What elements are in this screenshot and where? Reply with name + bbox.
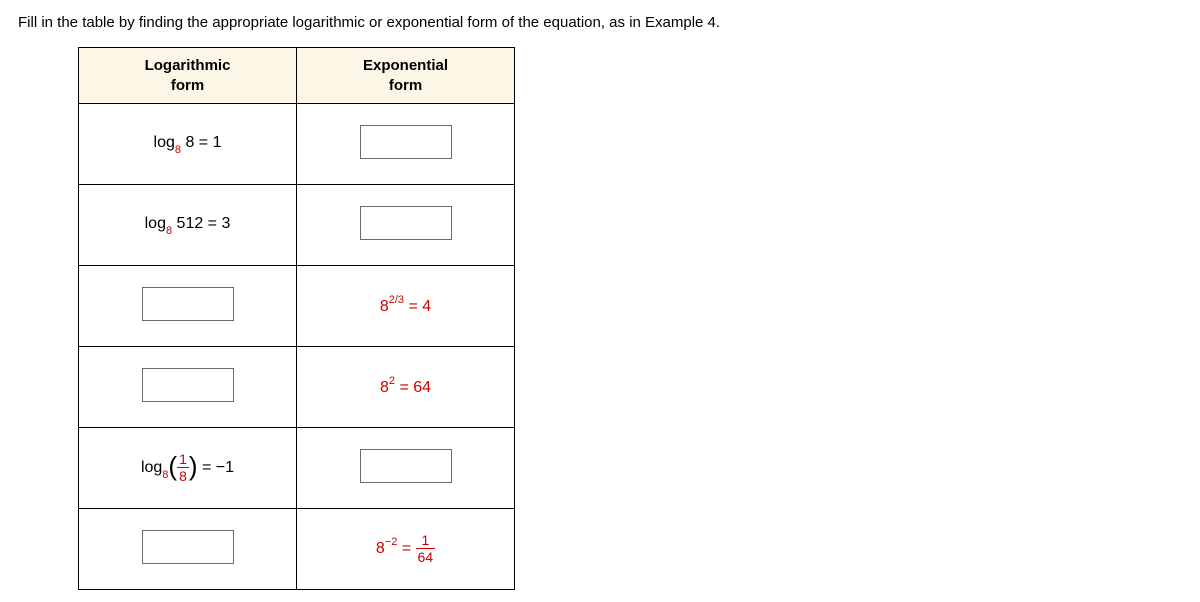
header-log-line1: Logarithmic: [145, 57, 231, 74]
frac-den: 8: [177, 467, 189, 483]
fraction: 18: [177, 452, 189, 483]
paren-close: ): [189, 451, 198, 481]
table-row: log 8(18) = −1: [79, 428, 515, 509]
math-expr: 8−2 = 164: [376, 540, 435, 557]
cell-exp-2: [297, 185, 515, 266]
exp-rhs: = 64: [395, 379, 431, 396]
paren-open: (: [168, 451, 177, 481]
cell-log-1: log8 8 = 1: [79, 104, 297, 185]
math-expr: 82/3 = 4: [380, 298, 431, 315]
answer-input[interactable]: [360, 125, 452, 159]
cell-exp-1: [297, 104, 515, 185]
header-exponential: Exponential form: [297, 48, 515, 104]
math-expr: log8(18) = −1: [141, 459, 234, 476]
table-row: log8 512 = 3: [79, 185, 515, 266]
cell-exp-5: [297, 428, 515, 509]
header-exp-line2: form: [389, 77, 422, 94]
cell-log-4: [79, 347, 297, 428]
log-base: 8: [175, 144, 181, 156]
header-logarithmic: Logarithmic form: [79, 48, 297, 104]
cell-log-2: log8 512 = 3: [79, 185, 297, 266]
eq: =: [397, 540, 415, 557]
math-expr: log8 8 = 1: [154, 134, 222, 151]
log-base: 8: [166, 225, 172, 237]
exp-pow: −2: [385, 536, 398, 548]
table-row: 82/3 = 4: [79, 266, 515, 347]
answer-input[interactable]: [360, 206, 452, 240]
exp-base: 8: [380, 298, 389, 315]
answer-input[interactable]: [360, 449, 452, 483]
answer-input[interactable]: [142, 530, 234, 564]
exp-rhs: = 4: [404, 298, 431, 315]
table-row: 8−2 = 164: [79, 509, 515, 590]
log-arg: 512 = 3: [172, 215, 230, 232]
table-row: 82 = 64: [79, 347, 515, 428]
frac-num: 1: [416, 533, 436, 548]
table-row: log8 8 = 1: [79, 104, 515, 185]
fraction: 164: [416, 533, 436, 564]
frac-den: 64: [416, 548, 436, 564]
exp-pow: 2/3: [389, 294, 404, 306]
log-exp-table: Logarithmic form Exponential form log8 8…: [78, 47, 515, 590]
cell-exp-3: 82/3 = 4: [297, 266, 515, 347]
exp-base: 8: [376, 540, 385, 557]
math-expr: 82 = 64: [380, 379, 431, 396]
exp-base: 8: [380, 379, 389, 396]
log-prefix: log: [145, 215, 166, 232]
instruction-text: Fill in the table by finding the appropr…: [18, 12, 1182, 33]
answer-input[interactable]: [142, 368, 234, 402]
cell-log-6: [79, 509, 297, 590]
rhs: = −1: [198, 459, 234, 476]
header-log-line2: form: [171, 77, 204, 94]
cell-exp-4: 82 = 64: [297, 347, 515, 428]
log-prefix: log: [141, 459, 162, 476]
cell-exp-6: 8−2 = 164: [297, 509, 515, 590]
answer-input[interactable]: [142, 287, 234, 321]
math-expr: log8 512 = 3: [145, 215, 231, 232]
cell-log-5: log 8(18) = −1: [79, 428, 297, 509]
log-prefix: log: [154, 134, 175, 151]
header-exp-line1: Exponential: [363, 57, 448, 74]
log-arg: 8 = 1: [181, 134, 221, 151]
frac-num: 1: [177, 452, 189, 467]
exp-pow: 2: [389, 375, 395, 387]
cell-log-3: [79, 266, 297, 347]
